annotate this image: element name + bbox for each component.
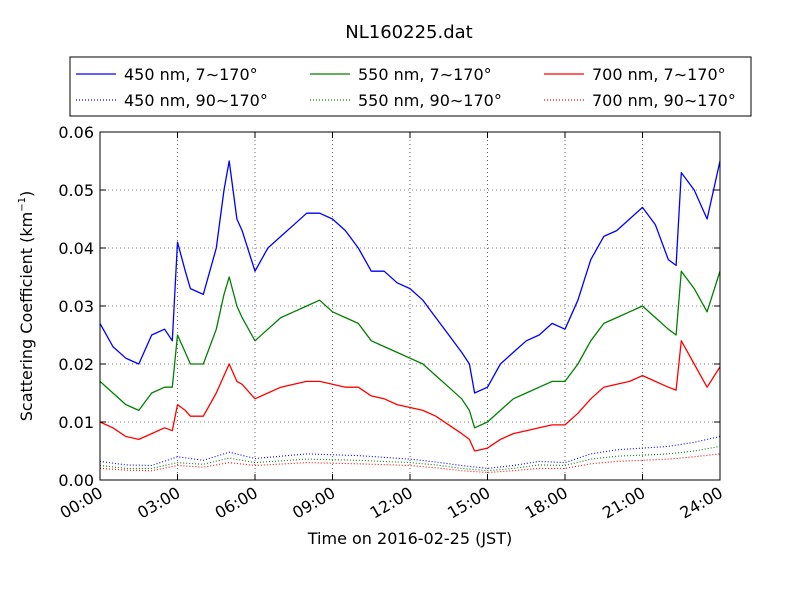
legend-label-4: 700 nm, 7∼170° (592, 65, 726, 84)
x-tick-label: 15:00 (444, 483, 493, 523)
series-line-0 (99, 160, 721, 394)
legend-label-1: 450 nm, 90∼170° (124, 91, 268, 110)
series-line-3 (99, 445, 721, 472)
legend-frame (69, 56, 752, 117)
plot-area (99, 160, 721, 474)
legend-label-0: 450 nm, 7∼170° (124, 65, 258, 84)
y-tick-label: 0.02 (58, 355, 94, 374)
series-line-4 (99, 340, 721, 452)
y-tick-label: 0.04 (58, 239, 94, 258)
legend-label-5: 700 nm, 90∼170° (592, 91, 736, 110)
y-tick-label: 0.01 (58, 413, 94, 432)
legend-label-2: 550 nm, 7∼170° (358, 65, 492, 84)
x-tick-label: 24:00 (677, 483, 726, 523)
y-axis-label: Scattering Coefficient (km−1) (17, 191, 36, 422)
x-tick-label: 06:00 (212, 483, 261, 523)
grid (100, 132, 720, 480)
y-tick-label: 0.00 (58, 471, 94, 490)
y-axis-label-end: ) (17, 191, 36, 197)
y-tick-label: 0.05 (58, 181, 94, 200)
y-axis-label-main: Scattering Coefficient (km (17, 212, 36, 422)
y-tick-label: 0.03 (58, 297, 94, 316)
x-tick-label: 18:00 (522, 483, 571, 523)
x-axis-label: Time on 2016-02-25 (JST) (307, 529, 512, 548)
y-tick-label: 0.06 (58, 123, 94, 142)
series-line-5 (99, 453, 721, 474)
y-ticks: 0.00 0.01 0.02 0.03 0.04 0.05 0.06 (58, 123, 720, 490)
x-tick-label: 03:00 (134, 483, 183, 523)
chart-title: NL160225.dat (345, 22, 472, 43)
series-line-2 (99, 270, 721, 429)
x-tick-label: 09:00 (289, 483, 338, 523)
legend-label-3: 550 nm, 90∼170° (358, 91, 502, 110)
x-tick-label: 12:00 (367, 483, 416, 523)
x-tick-label: 21:00 (599, 483, 648, 523)
legend: 450 nm, 7∼170° 550 nm, 7∼170° 700 nm, 7∼17… (69, 56, 752, 117)
y-axis-label-sup: −1 (17, 197, 28, 212)
